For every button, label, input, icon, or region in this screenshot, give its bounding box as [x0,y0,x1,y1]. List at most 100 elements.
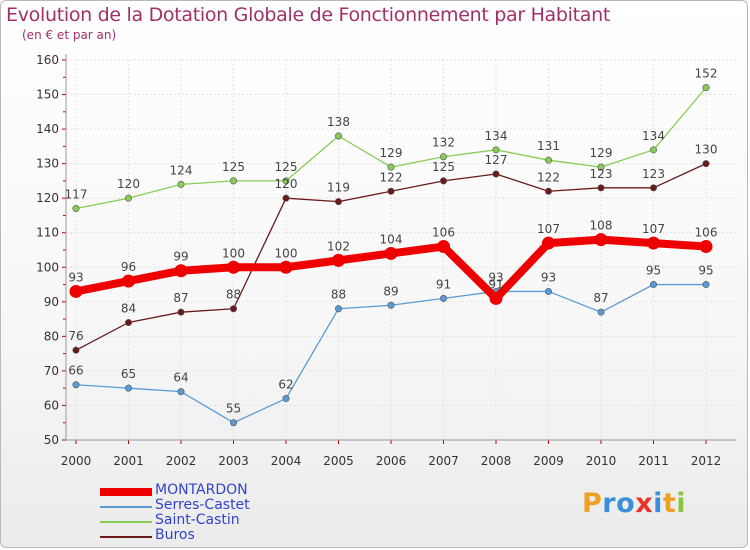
data-label: 120 [117,177,140,191]
data-point [230,419,238,427]
data-label: 87 [593,291,608,305]
chart-title: Evolution de la Dotation Globale de Fonc… [6,4,611,26]
data-label: 123 [642,167,665,181]
y-tick-label: 110 [36,226,59,240]
y-tick-label: 160 [36,53,59,67]
data-label: 87 [173,291,188,305]
data-point [702,84,710,92]
data-point [334,305,342,313]
x-tick-label: 2002 [166,454,197,468]
data-point [230,305,238,313]
legend-label: Buros [155,527,195,543]
data-label: 108 [590,219,613,233]
legend-swatch [100,487,152,496]
data-label: 129 [380,146,403,160]
data-label: 122 [537,170,560,184]
x-tick-label: 2004 [271,454,302,468]
data-point [702,160,710,168]
data-label: 91 [488,277,503,291]
data-point [72,205,80,213]
logo-letter: P [582,488,603,519]
data-label: 107 [537,222,560,236]
data-label: 134 [642,129,665,143]
data-label: 127 [485,153,508,167]
legend-swatch [100,505,152,508]
data-point [387,163,395,171]
x-tick-label: 2000 [61,454,92,468]
data-point [439,153,447,161]
y-tick-label: 50 [44,433,59,447]
y-tick-label: 140 [36,122,59,136]
y-tick-label: 130 [36,157,59,171]
data-label: 88 [226,288,241,302]
data-point [125,319,133,327]
data-label: 91 [436,277,451,291]
logo-letter: i [653,488,663,519]
data-label: 107 [642,222,665,236]
logo-letter: r [602,488,617,519]
legend-label: Serres-Castet [155,497,250,513]
data-point [282,194,290,202]
data-point [387,301,395,309]
y-tick-label: 100 [36,260,59,274]
data-label: 66 [68,364,83,378]
data-point [384,246,398,260]
data-label: 122 [380,170,403,184]
data-label: 100 [222,246,245,260]
data-point [282,177,290,185]
data-label: 132 [432,136,455,150]
data-label: 119 [327,181,350,195]
chart-subtitle: (en € et par an) [22,28,117,42]
data-point [544,156,552,164]
data-label: 89 [383,284,398,298]
legend-label: MONTARDON [155,482,248,498]
data-point [597,184,605,192]
data-point [544,287,552,295]
data-label: 152 [695,67,718,81]
data-label: 104 [380,232,403,246]
data-point [72,346,80,354]
data-label: 65 [121,367,136,381]
data-point [439,177,447,185]
data-label: 62 [278,378,293,392]
data-point [332,253,345,267]
x-tick-label: 2011 [638,454,669,468]
data-point [122,274,135,288]
data-point [649,281,657,289]
logo-letter: t [662,488,677,519]
data-label: 93 [541,270,556,284]
data-point [72,381,80,389]
proxiti-logo: Proxiti [582,488,686,519]
data-point [387,187,395,195]
data-label: 130 [695,143,718,157]
x-tick-label: 2007 [428,454,459,468]
data-point [492,146,500,154]
data-point [647,236,660,250]
data-label: 76 [68,329,83,343]
data-label: 95 [698,264,713,278]
data-label: 129 [590,146,613,160]
data-label: 131 [537,139,560,153]
data-point [492,170,500,178]
data-label: 124 [170,163,193,177]
data-point [125,384,133,392]
legend-label: Saint-Castin [155,512,240,528]
y-tick-label: 70 [44,364,59,378]
data-point [279,260,293,274]
data-label: 93 [488,270,503,284]
data-label: 106 [695,226,718,240]
data-label: 95 [646,264,661,278]
x-tick-label: 2009 [533,454,564,468]
data-point [125,194,133,202]
data-label: 120 [275,177,298,191]
data-label: 134 [485,129,508,143]
logo-letter: o [616,488,636,519]
data-point [334,198,342,206]
data-label: 88 [331,288,346,302]
data-point [282,395,290,403]
data-point [227,260,240,274]
data-label: 93 [68,270,83,284]
x-tick-label: 2003 [218,454,249,468]
data-label: 84 [121,302,136,316]
